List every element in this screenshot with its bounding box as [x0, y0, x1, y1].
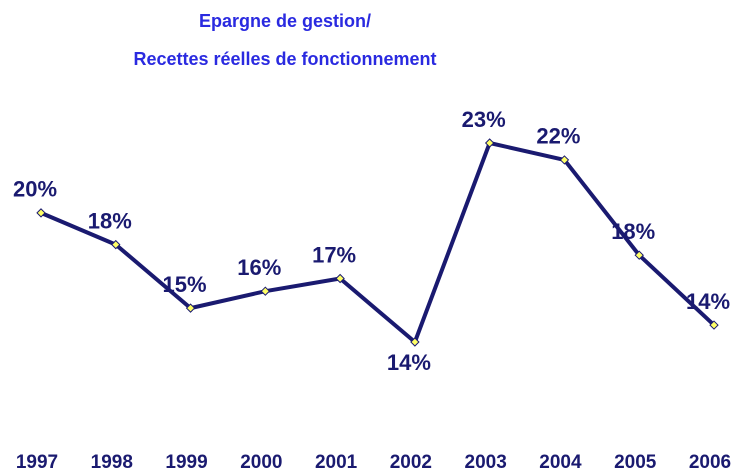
- data-label: 14%: [686, 289, 730, 314]
- chart-title: Epargne de gestion/: [199, 11, 371, 31]
- chart-title: Recettes réelles de fonctionnement: [133, 49, 436, 69]
- marker: [185, 303, 196, 313]
- x-tick-label: 1998: [91, 452, 133, 473]
- x-tick-label: 2000: [240, 452, 282, 473]
- data-label: 15%: [163, 272, 207, 297]
- data-label: 18%: [88, 208, 132, 233]
- data-label: 22%: [536, 124, 580, 149]
- marker: [410, 337, 420, 347]
- line: [40, 141, 716, 344]
- x-tick-label: 2005: [614, 452, 657, 473]
- marker: [36, 208, 46, 218]
- x-tick-label: 1999: [165, 452, 207, 473]
- marker: [111, 239, 121, 250]
- x-tick-label: 2006: [689, 452, 731, 473]
- data-label: 16%: [237, 255, 281, 280]
- data-label: 20%: [13, 177, 57, 202]
- data-label: 14%: [387, 350, 431, 375]
- x-tick-label: 1997: [16, 452, 58, 473]
- marker: [260, 286, 271, 296]
- x-tick-label: 2001: [315, 452, 358, 473]
- marker: [709, 320, 719, 330]
- x-tick-label: 2002: [390, 452, 432, 473]
- data-label: 23%: [462, 107, 506, 132]
- data-label: 17%: [312, 242, 356, 267]
- marker: [484, 138, 495, 148]
- marker: [335, 273, 345, 284]
- marker: [634, 250, 644, 260]
- x-tick-label: 2003: [465, 452, 507, 473]
- data-label: 18%: [611, 219, 655, 244]
- x-tick-label: 2004: [539, 452, 582, 473]
- marker: [559, 155, 570, 165]
